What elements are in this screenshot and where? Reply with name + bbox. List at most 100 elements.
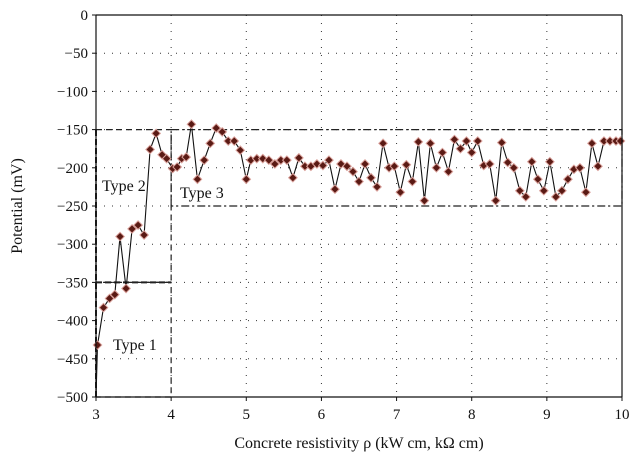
tick-labels: 3 4 5 6 7 8 9 10 0 −50 −100 −150 −200 −250 −300 −350 −40… [57,8,629,423]
y-tick-label: −100 [57,84,88,100]
data-point [172,162,183,172]
y-tick-label: −200 [57,161,88,177]
y-tick-label: −450 [57,352,88,368]
data-point [378,138,388,149]
data-point [293,152,304,163]
y-tick-label: −300 [57,237,88,253]
data-point [443,166,454,177]
data-point [275,155,286,166]
data-point [550,191,561,202]
data-point [372,181,382,192]
data-point [263,155,274,166]
data-point [127,223,138,234]
data-point [281,155,292,166]
data-point [323,155,334,166]
data-point [562,174,573,185]
y-tick-label: −400 [57,314,88,330]
data-point [109,289,120,300]
data-point [484,159,495,169]
data-point [145,144,156,155]
data-point [229,136,240,147]
x-tick-label: 3 [92,407,100,423]
y-tick-label: −500 [57,390,88,406]
data-point [544,156,555,167]
data-point [235,145,246,156]
data-point [615,136,626,147]
data-point [151,128,162,139]
data-point [520,191,531,202]
y-tick-label: −250 [57,199,88,215]
data-point [115,231,125,242]
x-tick-label: 7 [393,407,401,423]
type-3-label: Type 3 [180,185,224,202]
y-tick-label: −150 [57,123,88,139]
data-point [472,136,483,147]
data-point [461,136,472,147]
data-point [192,174,203,185]
data-point [431,162,442,173]
data-point [508,162,519,173]
x-tick-label: 6 [318,407,326,423]
data-point [251,153,262,164]
data-point [342,161,352,172]
data-point [496,137,507,148]
data-point [419,195,430,206]
region-labels: Type 1 Type 2 Type 3 [102,178,224,354]
data-point [217,126,228,137]
x-tick-label: 10 [615,407,630,423]
data-point [366,172,376,183]
data-point [139,230,150,240]
type-1-label: Type 1 [113,337,157,354]
data-point [574,162,585,173]
data-point [407,176,418,187]
series-layer [92,119,626,398]
data-point [211,123,222,134]
data-point [186,119,197,130]
data-point [199,155,210,166]
x-axis-title: Concrete resistivity ρ (kW cm, kΩ cm) [234,435,483,452]
data-point [599,136,609,147]
data-point [466,147,477,158]
data-point [360,159,370,169]
data-point [605,136,615,147]
data-point [586,138,597,149]
data-point [556,185,567,196]
data-point [98,302,109,313]
data-point [490,195,501,206]
data-point [425,138,436,149]
y-tick-label: −350 [57,275,88,291]
data-point [437,147,448,158]
data-point [348,166,358,177]
data-point [223,136,234,147]
data-point [413,136,424,147]
data-point [161,153,172,164]
data-point [299,161,310,172]
data-point [526,156,537,167]
data-point [354,176,364,187]
data-point [241,174,252,185]
data-point [514,185,525,196]
data-point [401,159,412,170]
data-point [181,152,192,163]
region-box-type-3 [170,129,623,207]
data-point [92,340,103,350]
data-point [389,161,400,172]
data-point [532,174,543,185]
data-point [593,161,603,172]
y-tick-label: 0 [81,8,89,24]
x-tick-label: 8 [468,407,476,423]
x-tick-label: 9 [543,407,551,423]
data-point [330,184,340,195]
data-point [205,138,216,149]
data-point [455,143,466,154]
data-point [133,220,144,231]
data-point [580,187,591,198]
data-point [449,134,460,145]
data-point [395,187,406,198]
y-tick-label: −50 [65,46,88,62]
data-point [502,157,513,168]
data-point [317,160,328,171]
data-point [538,185,549,196]
